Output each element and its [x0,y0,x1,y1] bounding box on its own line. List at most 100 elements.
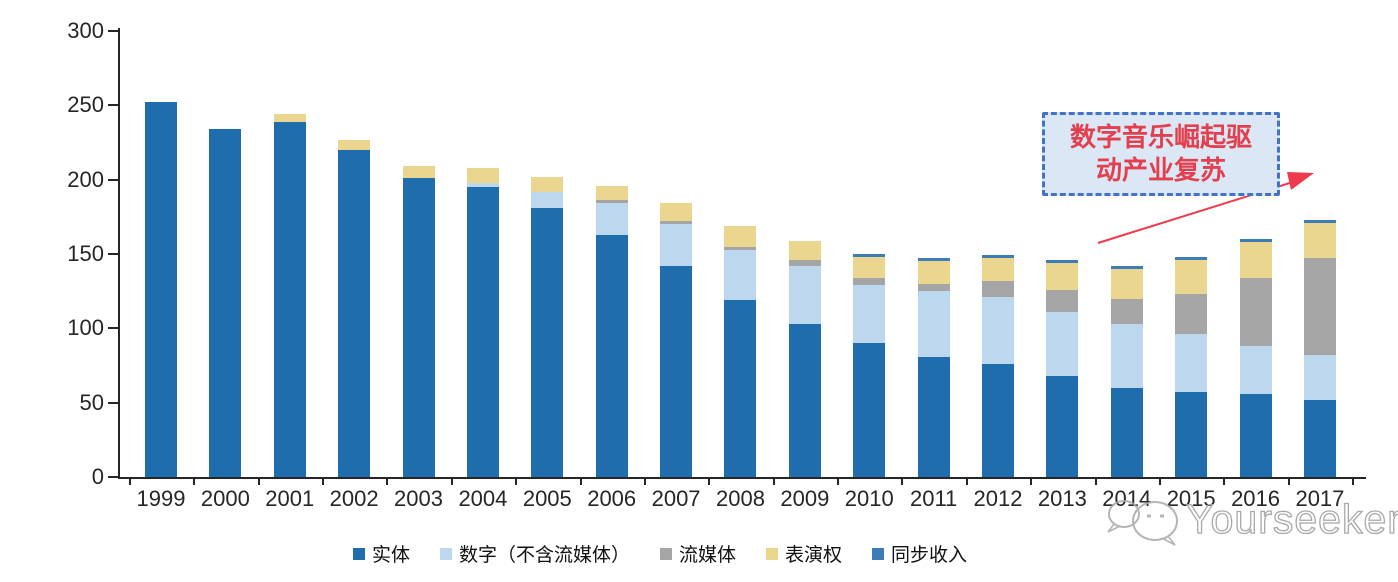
bar-segment-2010 [853,343,886,477]
x-axis-label: 2010 [844,486,894,511]
bar-segment-2017 [1303,222,1336,259]
y-tick-label: 0 [91,464,104,489]
annotation-text-line1: 数字音乐崛起驱 [1069,122,1252,152]
bar-segment-2016 [1239,242,1272,278]
legend-label: 数字（不含流媒体） [458,545,630,566]
x-axis-tick [257,477,260,485]
x-axis-label: 2007 [651,486,701,511]
x-axis-tick [193,477,196,485]
x-axis-tick [1287,477,1290,485]
legend-swatch-icon [659,547,672,560]
bar-segment-2001 [273,114,306,122]
bar-segment-2006 [595,200,628,204]
x-axis-tick [1352,477,1355,485]
bar-segment-2003 [402,178,435,477]
legend-swatch-icon [766,547,778,560]
x-axis-tick [772,477,775,485]
x-axis-tick [515,477,518,485]
x-axis-tick [386,477,389,485]
x-axis-label: 2004 [458,486,508,511]
x-axis-label: 2013 [1037,486,1087,511]
bar-segment-2005 [531,176,564,192]
chart-legend: 实体 数字（不含流媒体） 流媒体 表演权 同步收入 [0,540,1320,567]
bar-segment-2015 [1175,256,1208,260]
y-tick-label: 250 [67,92,104,118]
x-axis-tick [837,477,840,485]
y-axis-tick [108,30,118,32]
bar-segment-2009 [788,323,821,477]
y-axis-tick [108,178,118,181]
bar-segment-2009 [788,259,821,266]
x-axis-label: 2002 [329,486,379,511]
legend-label: 同步收入 [891,545,968,566]
legend-swatch-icon [439,547,452,560]
bar-segment-2012 [982,255,1015,259]
annotation-callout: 数字音乐崛起驱 动产业复苏 [1042,112,1280,196]
y-tick-label: 300 [67,18,104,43]
bar-segment-2013 [1046,259,1079,263]
bar-segment-2002 [338,149,371,477]
bar-segment-2011 [917,356,950,477]
legend-label: 实体 [371,545,410,566]
bar-segment-2014 [1110,323,1143,388]
legend-item: 数字（不含流媒体） [439,540,630,567]
bar-segment-2016 [1239,239,1272,243]
bar-segment-2013 [1046,262,1079,290]
x-axis-label: 1999 [136,486,186,511]
legend-item: 表演权 [766,540,842,567]
bar-segment-2011 [917,258,950,262]
y-axis-tick [108,476,118,478]
legend-item: 实体 [352,540,410,567]
bar-segment-2012 [982,258,1015,281]
bar-segment-1999 [145,102,177,477]
bar-segment-2010 [853,285,886,344]
bar-segment-2005 [531,191,564,208]
x-axis-tick [1030,477,1033,485]
bar-segment-2006 [595,185,628,201]
bar-segment-2000 [209,129,242,477]
x-axis-label: 2011 [909,486,958,511]
x-axis-label: 2015 [1166,486,1216,511]
bar-segment-2012 [982,280,1015,298]
y-tick-label: 200 [67,166,104,192]
x-axis-label: 2006 [587,486,637,511]
bar-segment-2011 [917,261,950,284]
bar-segment-2014 [1110,268,1143,299]
bar-segment-2002 [338,139,371,150]
watermark-text: Yourseeker [1185,495,1398,542]
bar-segment-2009 [788,240,821,260]
bar-segment-2013 [1046,375,1079,477]
legend-swatch-icon [872,547,885,560]
y-axis-tick [108,104,118,107]
x-axis-tick [579,477,582,485]
bar-segment-2014 [1110,298,1143,324]
x-axis-tick [643,477,646,485]
x-axis-tick [965,477,968,485]
bar-segment-2004 [466,187,499,477]
x-axis-label: 2016 [1231,486,1281,511]
bar-segment-2007 [660,224,693,266]
x-axis-label: 2009 [780,486,830,511]
bar-segment-2016 [1239,277,1272,347]
legend-item: 同步收入 [872,540,967,567]
bar-segment-2001 [273,121,306,477]
x-axis-label: 2012 [973,486,1023,511]
bar-segment-2017 [1303,355,1336,400]
y-tick-label: 150 [67,241,104,266]
x-axis-tick [901,477,904,485]
bar-segment-2013 [1046,311,1079,376]
x-axis-tick [1158,477,1161,485]
bar-segment-2010 [853,256,886,278]
x-axis-label: 2001 [265,486,315,511]
legend-item: 流媒体 [659,540,736,567]
bar-segment-2008 [724,225,757,247]
bar-segment-2005 [531,207,564,477]
y-axis-tick [108,401,118,404]
x-axis-tick [1223,477,1226,485]
bar-segment-2014 [1110,265,1143,269]
bar-segment-2017 [1303,258,1336,356]
bar-segment-2009 [788,265,821,324]
bar-segment-2012 [982,297,1015,364]
x-axis-tick [1094,477,1097,485]
